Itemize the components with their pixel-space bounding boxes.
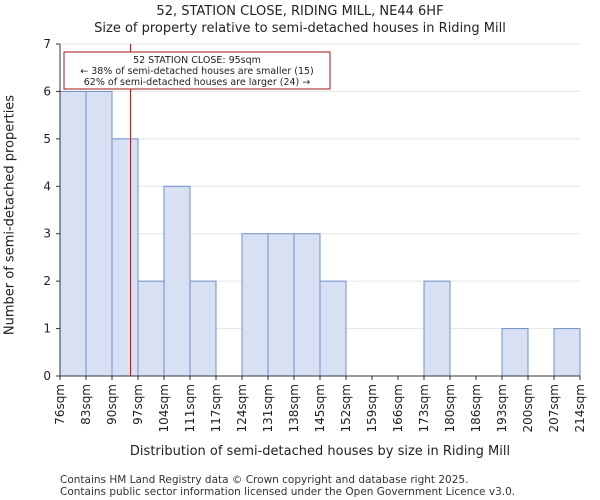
x-tick-label: 131sqm — [261, 384, 275, 432]
y-tick-label: 0 — [43, 369, 51, 383]
histogram-bar — [267, 233, 295, 377]
y-tick-label: 6 — [43, 84, 51, 98]
x-tick-label: 200sqm — [521, 384, 535, 432]
x-tick-label: 207sqm — [547, 384, 561, 432]
x-tick-label: 76sqm — [53, 384, 67, 425]
x-tick-label: 193sqm — [495, 384, 509, 432]
annotation-line-2: ← 38% of semi-detached houses are smalle… — [80, 66, 314, 77]
x-tick-label: 83sqm — [79, 384, 93, 425]
histogram-bar — [553, 328, 581, 377]
x-tick-label: 111sqm — [183, 384, 197, 432]
footer-licence: Contains public sector information licen… — [60, 486, 516, 498]
x-tick-label: 180sqm — [443, 384, 457, 432]
annotation-line-3: 62% of semi-detached houses are larger (… — [84, 77, 311, 88]
annotation-box — [63, 51, 331, 90]
histogram-bar — [85, 90, 113, 377]
x-tick-label: 104sqm — [157, 384, 171, 432]
histogram-bar — [111, 138, 139, 377]
x-tick-label: 145sqm — [313, 384, 327, 432]
y-tick-label: 4 — [43, 179, 51, 193]
x-axis-label: Distribution of semi-detached houses by … — [129, 444, 511, 459]
histogram-bar — [501, 328, 529, 377]
histogram-bar — [241, 233, 269, 377]
x-tick-label: 124sqm — [235, 384, 249, 432]
x-tick-label: 186sqm — [469, 384, 483, 432]
histogram-bar — [423, 280, 451, 377]
y-tick-label: 2 — [43, 274, 51, 288]
histogram-bar — [163, 185, 191, 377]
footer-copyright: Contains HM Land Registry data © Crown c… — [60, 474, 469, 486]
x-tick-label: 117sqm — [209, 384, 223, 432]
y-tick-label: 1 — [43, 322, 51, 336]
x-tick-label: 214sqm — [573, 384, 587, 432]
chart-subtitle: Size of property relative to semi-detach… — [94, 21, 506, 36]
x-tick-label: 97sqm — [131, 384, 145, 425]
histogram-bar — [189, 280, 217, 377]
chart-title: 52, STATION CLOSE, RIDING MILL, NE44 6HF — [156, 4, 444, 19]
annotation-line-1: 52 STATION CLOSE: 95sqm — [133, 55, 261, 66]
x-tick-label: 152sqm — [339, 384, 353, 432]
x-tick-label: 166sqm — [391, 384, 405, 432]
x-tick-label: 138sqm — [287, 384, 301, 432]
y-tick-label: 7 — [43, 37, 51, 51]
x-tick-label: 90sqm — [105, 384, 119, 425]
x-tick-label: 159sqm — [365, 384, 379, 432]
y-tick-label: 5 — [43, 132, 51, 146]
histogram-bar — [137, 280, 165, 377]
x-tick-label: 173sqm — [417, 384, 431, 432]
y-tick-label: 3 — [43, 227, 51, 241]
histogram-bar — [59, 90, 87, 377]
histogram-bar — [319, 280, 347, 377]
histogram-bar — [293, 233, 321, 377]
